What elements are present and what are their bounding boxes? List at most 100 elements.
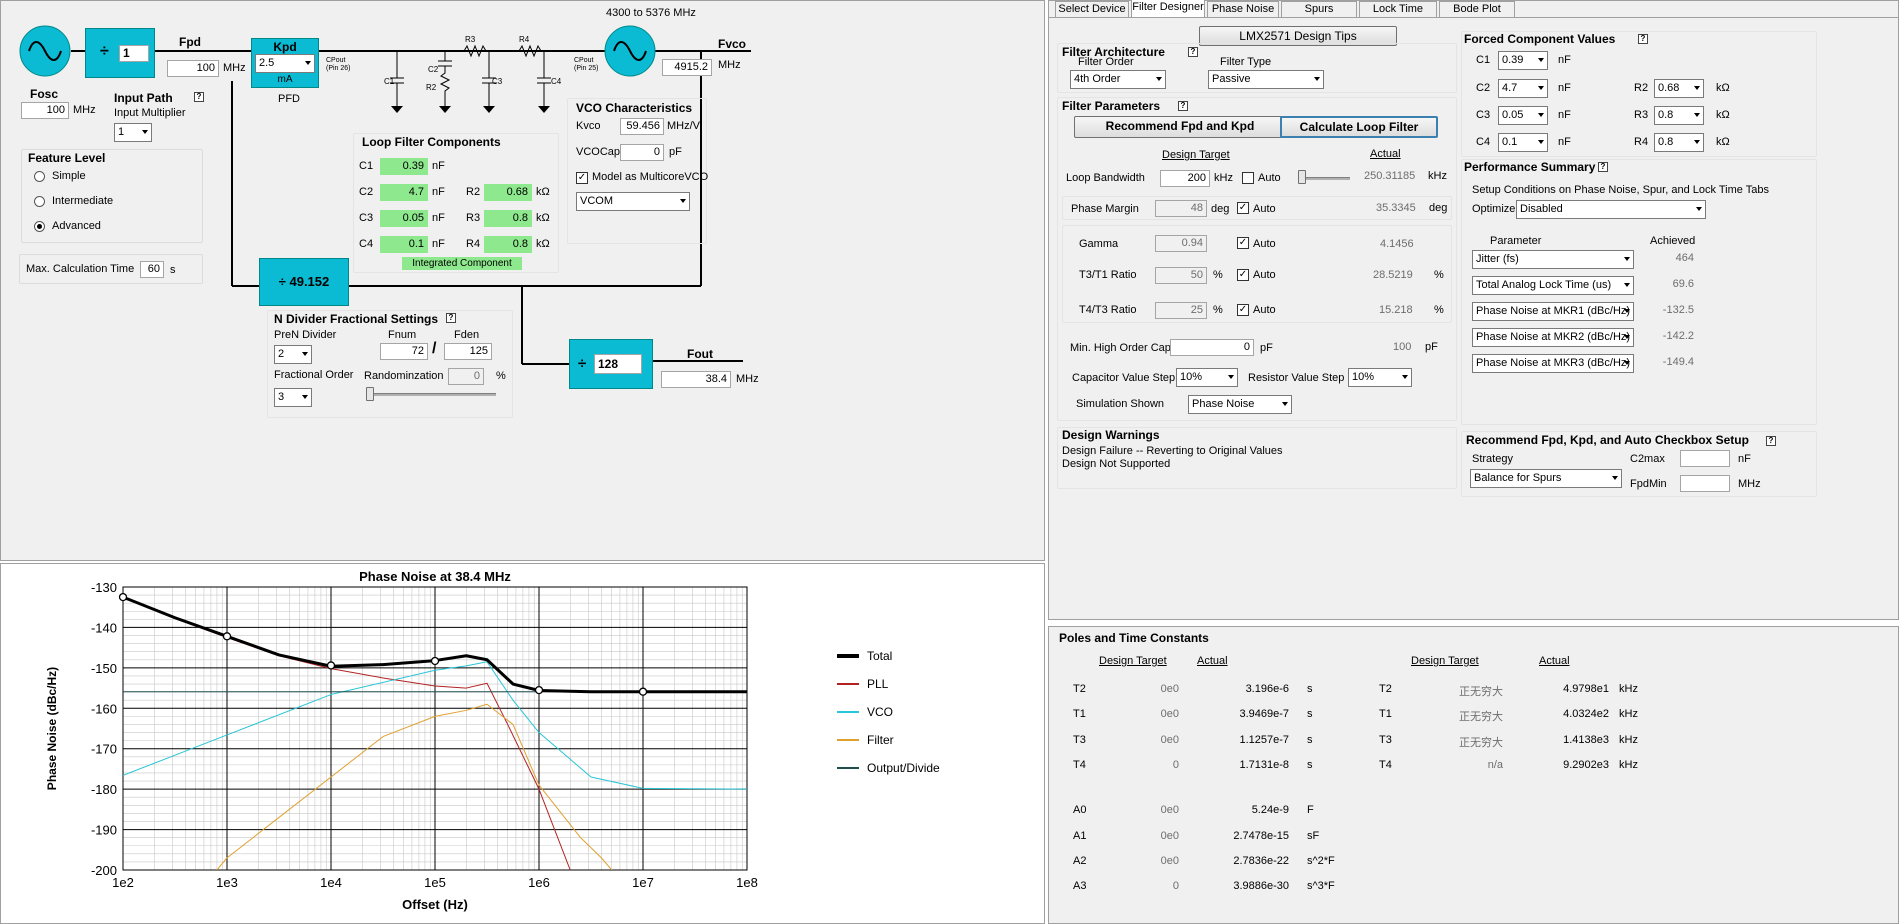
forced-r3-dropdown[interactable]: 0.8 bbox=[1654, 106, 1704, 125]
input-multiplier-value: 1 bbox=[118, 126, 125, 138]
input-multiplier-dropdown[interactable]: 1 bbox=[114, 123, 152, 142]
recommend-fpd-kpd-button[interactable]: Recommend Fpd and Kpd bbox=[1074, 116, 1286, 138]
t3t1-ratio-input[interactable]: 50 bbox=[1155, 267, 1207, 284]
loop-bandwidth-slider-thumb[interactable] bbox=[1298, 170, 1306, 184]
gamma-auto-checkbox[interactable]: ✓ bbox=[1237, 237, 1249, 249]
fpdmin-input[interactable] bbox=[1680, 475, 1730, 492]
cap-step-dropdown[interactable]: 10% bbox=[1176, 368, 1238, 387]
frac-order-dropdown[interactable]: 3 bbox=[274, 388, 312, 407]
help-icon[interactable]: ? bbox=[1178, 101, 1188, 111]
forced-values-title: Forced Component Values bbox=[1464, 32, 1616, 46]
filter-order-dropdown[interactable]: 4th Order bbox=[1070, 70, 1166, 89]
randomization-slider-thumb[interactable] bbox=[366, 387, 374, 401]
tab-filter-designer[interactable]: Filter Designer bbox=[1131, 0, 1205, 17]
help-icon[interactable]: ? bbox=[1766, 436, 1776, 446]
tab-lock-time[interactable]: Lock Time bbox=[1359, 1, 1437, 17]
gamma-input[interactable]: 0.94 bbox=[1155, 235, 1207, 252]
phase-margin-subgroup: Phase Margin 48 deg ✓ Auto 35.3345 deg bbox=[1062, 196, 1452, 220]
pole-design-target: 0e0 bbox=[1160, 683, 1179, 695]
radio-advanced[interactable] bbox=[34, 221, 45, 232]
phase-margin-input[interactable]: 48 bbox=[1155, 200, 1207, 217]
chevron-down-icon bbox=[305, 61, 311, 65]
perf-param-dropdown[interactable]: Jitter (fs) bbox=[1472, 250, 1634, 269]
forced-r2-dropdown[interactable]: 0.68 bbox=[1654, 79, 1704, 98]
r-divider-block: ÷ 1 bbox=[85, 28, 155, 78]
vcom-dropdown[interactable]: VCOM bbox=[576, 192, 690, 211]
phase-margin-auto-checkbox[interactable]: ✓ bbox=[1237, 202, 1249, 214]
y-tick-label: -150 bbox=[91, 661, 117, 676]
forced-c2-dropdown[interactable]: 4.7 bbox=[1498, 79, 1548, 98]
optimize-dropdown[interactable]: Disabled bbox=[1516, 200, 1706, 219]
res-step-dropdown[interactable]: 10% bbox=[1348, 368, 1412, 387]
perf-param-dropdown[interactable]: Phase Noise at MKR2 (dBc/Hz) bbox=[1472, 328, 1634, 347]
help-icon[interactable]: ? bbox=[1638, 34, 1648, 44]
min-hoc-input[interactable]: 0 bbox=[1170, 339, 1254, 356]
pren-dropdown[interactable]: 2 bbox=[274, 345, 312, 364]
perf-param-dropdown[interactable]: Phase Noise at MKR1 (dBc/Hz) bbox=[1472, 302, 1634, 321]
t3t1-auto-checkbox[interactable]: ✓ bbox=[1237, 269, 1249, 281]
kvco-input[interactable]: 59.456 bbox=[620, 118, 664, 135]
fosc-input[interactable]: 100 bbox=[21, 102, 69, 119]
filter-order-label: Filter Order bbox=[1078, 56, 1134, 68]
help-icon[interactable]: ? bbox=[1598, 162, 1608, 172]
lf-c2-label: C2 bbox=[359, 186, 374, 198]
perf-achieved-value: -132.5 bbox=[1662, 304, 1694, 316]
radio-simple[interactable] bbox=[34, 171, 45, 182]
kpd-dropdown[interactable]: 2.5 bbox=[255, 54, 315, 73]
vcocap-input[interactable]: 0 bbox=[620, 144, 664, 161]
pole-actual: 2.7836e-22 bbox=[1233, 855, 1289, 867]
n-frac-settings-group: N Divider Fractional Settings ? PreN Div… bbox=[267, 310, 513, 418]
help-icon[interactable]: ? bbox=[446, 313, 456, 323]
max-calc-input[interactable]: 60 bbox=[140, 261, 164, 278]
forced-c1-dropdown[interactable]: 0.39 bbox=[1498, 51, 1548, 70]
t4t3-ratio-input[interactable]: 25 bbox=[1155, 302, 1207, 319]
pct-unit: % bbox=[496, 370, 506, 382]
nf-unit: nF bbox=[1738, 453, 1751, 465]
perf-param-dropdown[interactable]: Total Analog Lock Time (us) bbox=[1472, 276, 1634, 295]
loop-bandwidth-auto-checkbox[interactable] bbox=[1242, 172, 1254, 184]
t4t3-auto-checkbox[interactable]: ✓ bbox=[1237, 304, 1249, 316]
tab-bode-plot[interactable]: Bode Plot bbox=[1439, 1, 1515, 17]
vco-characteristics-group: VCO Characteristics Kvco 59.456 MHz/V VC… bbox=[567, 98, 708, 244]
tab-phase-noise[interactable]: Phase Noise bbox=[1207, 1, 1279, 17]
forced-c3-dropdown[interactable]: 0.05 bbox=[1498, 106, 1548, 125]
oscillator-icon bbox=[19, 25, 71, 77]
design-warnings-title: Design Warnings bbox=[1062, 428, 1160, 442]
calculate-loop-filter-button[interactable]: Calculate Loop Filter bbox=[1280, 116, 1438, 138]
r-divider-input[interactable]: 1 bbox=[119, 45, 149, 62]
filter-type-dropdown[interactable]: Passive bbox=[1208, 70, 1324, 89]
ratio-subgroup: Gamma 0.94 ✓ Auto 4.1456 T3/T1 Ratio 50 … bbox=[1062, 225, 1452, 323]
randomization-label: Randominzation bbox=[364, 370, 444, 382]
strategy-dropdown[interactable]: Balance for Spurs bbox=[1470, 469, 1622, 488]
y-tick-label: -160 bbox=[91, 701, 117, 716]
pole-actual: 1.4138e3 bbox=[1563, 734, 1609, 746]
loop-bandwidth-input[interactable]: 200 bbox=[1160, 170, 1210, 187]
auto-label: Auto bbox=[1253, 269, 1276, 281]
help-icon[interactable]: ? bbox=[1188, 47, 1198, 57]
fnum-input[interactable]: 72 bbox=[380, 343, 428, 360]
perf-param-dropdown[interactable]: Phase Noise at MKR3 (dBc/Hz) bbox=[1472, 354, 1634, 373]
tab-select-device[interactable]: Select Device bbox=[1055, 1, 1129, 17]
pole-unit: kHz bbox=[1619, 734, 1638, 746]
forced-c4-dropdown[interactable]: 0.1 bbox=[1498, 133, 1548, 152]
output-divider-input[interactable]: 128 bbox=[594, 354, 642, 374]
loop-bandwidth-slider-track bbox=[1298, 177, 1350, 180]
help-icon[interactable]: ? bbox=[194, 92, 204, 102]
perf-param-value: Phase Noise at MKR3 (dBc/Hz) bbox=[1476, 357, 1631, 369]
sim-shown-dropdown[interactable]: Phase Noise bbox=[1188, 395, 1292, 414]
forced-r4-dropdown[interactable]: 0.8 bbox=[1654, 133, 1704, 152]
phase-noise-chart: 1e2 1e3 1e4 1e5 1e6 1e7 1e8 -130 -140 -150 -160 -17… bbox=[45, 569, 940, 912]
perf-param-value: Phase Noise at MKR1 (dBc/Hz) bbox=[1476, 305, 1631, 317]
tab-spurs[interactable]: Spurs bbox=[1281, 1, 1357, 17]
chevron-down-icon bbox=[1696, 207, 1702, 211]
pole-actual: 9.2902e3 bbox=[1563, 759, 1609, 771]
c2max-input[interactable] bbox=[1680, 450, 1730, 467]
multicore-checkbox[interactable]: ✓ bbox=[576, 172, 588, 184]
filter-designer-panel: Select Device Filter Designer Phase Nois… bbox=[1048, 0, 1899, 620]
fpd-label: Fpd bbox=[179, 35, 201, 49]
radio-intermediate[interactable] bbox=[34, 196, 45, 207]
perf-param-value: Total Analog Lock Time (us) bbox=[1476, 279, 1612, 291]
design-tips-button[interactable]: LMX2571 Design Tips bbox=[1199, 26, 1397, 46]
fden-input[interactable]: 125 bbox=[444, 343, 492, 360]
forced-c2-label: C2 bbox=[1476, 82, 1491, 94]
